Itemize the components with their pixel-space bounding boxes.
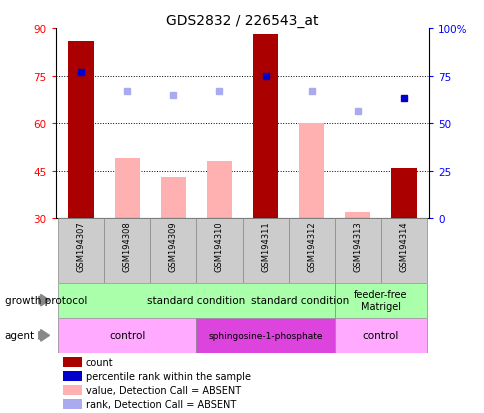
Bar xyxy=(58,318,196,353)
Bar xyxy=(114,159,139,219)
Bar xyxy=(58,219,104,283)
Text: agent: agent xyxy=(5,330,35,341)
Bar xyxy=(252,35,278,219)
Bar xyxy=(63,385,82,395)
Text: feeder-free
Matrigel: feeder-free Matrigel xyxy=(353,290,407,311)
Bar xyxy=(334,283,426,318)
Bar xyxy=(160,178,186,219)
Text: GSM194309: GSM194309 xyxy=(168,221,178,271)
Text: GSM194310: GSM194310 xyxy=(214,221,224,271)
Text: GSM194314: GSM194314 xyxy=(398,221,408,271)
Text: control: control xyxy=(362,330,398,341)
Text: control: control xyxy=(109,330,145,341)
Bar xyxy=(63,399,82,409)
Bar xyxy=(63,357,82,367)
Bar xyxy=(196,318,334,353)
Text: GSM194312: GSM194312 xyxy=(306,221,316,271)
Text: rank, Detection Call = ABSENT: rank, Detection Call = ABSENT xyxy=(86,399,235,409)
Text: growth protocol: growth protocol xyxy=(5,295,87,306)
Bar xyxy=(288,219,334,283)
Text: GSM194313: GSM194313 xyxy=(352,221,362,271)
Bar xyxy=(206,162,232,219)
Bar xyxy=(150,219,196,283)
Bar xyxy=(391,168,416,219)
Text: GSM194307: GSM194307 xyxy=(76,221,86,271)
Bar xyxy=(334,219,380,283)
Bar xyxy=(298,124,324,219)
Text: sphingosine-1-phosphate: sphingosine-1-phosphate xyxy=(208,331,322,340)
Bar xyxy=(68,42,93,219)
Bar xyxy=(242,219,288,283)
Bar xyxy=(63,371,82,381)
Text: percentile rank within the sample: percentile rank within the sample xyxy=(86,371,250,381)
Text: count: count xyxy=(86,357,113,367)
Bar xyxy=(334,318,426,353)
Text: GSM194311: GSM194311 xyxy=(260,221,270,271)
Bar xyxy=(380,219,426,283)
Title: GDS2832 / 226543_at: GDS2832 / 226543_at xyxy=(166,14,318,28)
Bar xyxy=(104,219,150,283)
Bar xyxy=(345,213,370,219)
Text: standard condition: standard condition xyxy=(251,295,348,306)
Text: GSM194308: GSM194308 xyxy=(122,221,132,271)
Text: standard condition: standard condition xyxy=(147,295,245,306)
Text: value, Detection Call = ABSENT: value, Detection Call = ABSENT xyxy=(86,385,240,395)
Bar xyxy=(196,219,242,283)
Bar xyxy=(58,283,334,318)
